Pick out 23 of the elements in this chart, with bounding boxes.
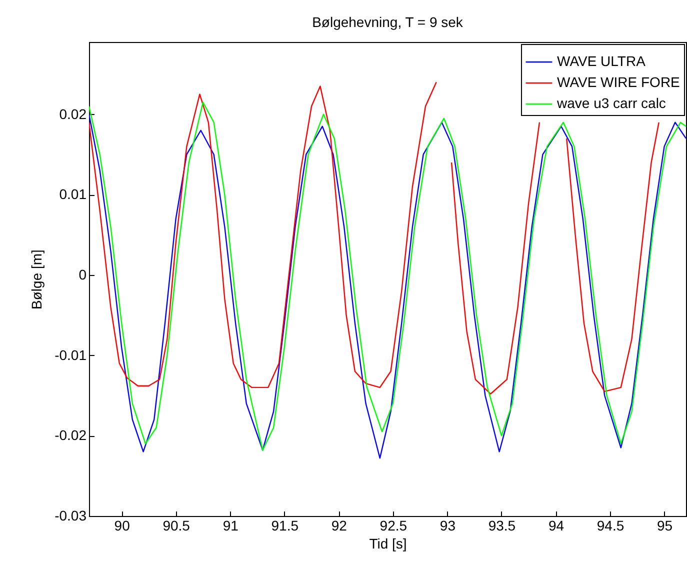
- x-tick-label: 95: [657, 518, 673, 534]
- y-axis-title: Bølge [m]: [28, 250, 45, 310]
- x-tick-label: 91: [222, 518, 239, 534]
- x-tick-label: 90: [114, 518, 130, 534]
- x-tick-label: 90.5: [162, 518, 190, 534]
- y-tick-label: 0.02: [59, 106, 87, 122]
- y-tick-label: 0: [78, 266, 87, 282]
- x-tick-label: 93: [440, 518, 456, 534]
- chart-title: Bølgehevning, T = 9 sek: [312, 14, 464, 30]
- x-tick-label: 92.5: [380, 518, 408, 534]
- x-tick-label: 92: [331, 518, 348, 534]
- x-tick-label: 93.5: [488, 518, 516, 534]
- y-tick-label: 0.01: [59, 186, 87, 202]
- x-tick-label: 94: [548, 518, 564, 534]
- y-tick-label: -0.01: [54, 346, 87, 363]
- y-tick-label: -0.03: [54, 508, 87, 524]
- x-tick-label: 94.5: [596, 518, 624, 534]
- y-tick-label: -0.02: [54, 427, 87, 444]
- x-tick-label: 91.5: [271, 518, 299, 534]
- legend-label: WAVE ULTRA: [557, 53, 646, 69]
- legend-label: wave u3 carr calc: [556, 95, 666, 111]
- x-axis-title: Tid [s]: [369, 536, 407, 552]
- legend-label: WAVE WIRE FORE: [557, 74, 680, 90]
